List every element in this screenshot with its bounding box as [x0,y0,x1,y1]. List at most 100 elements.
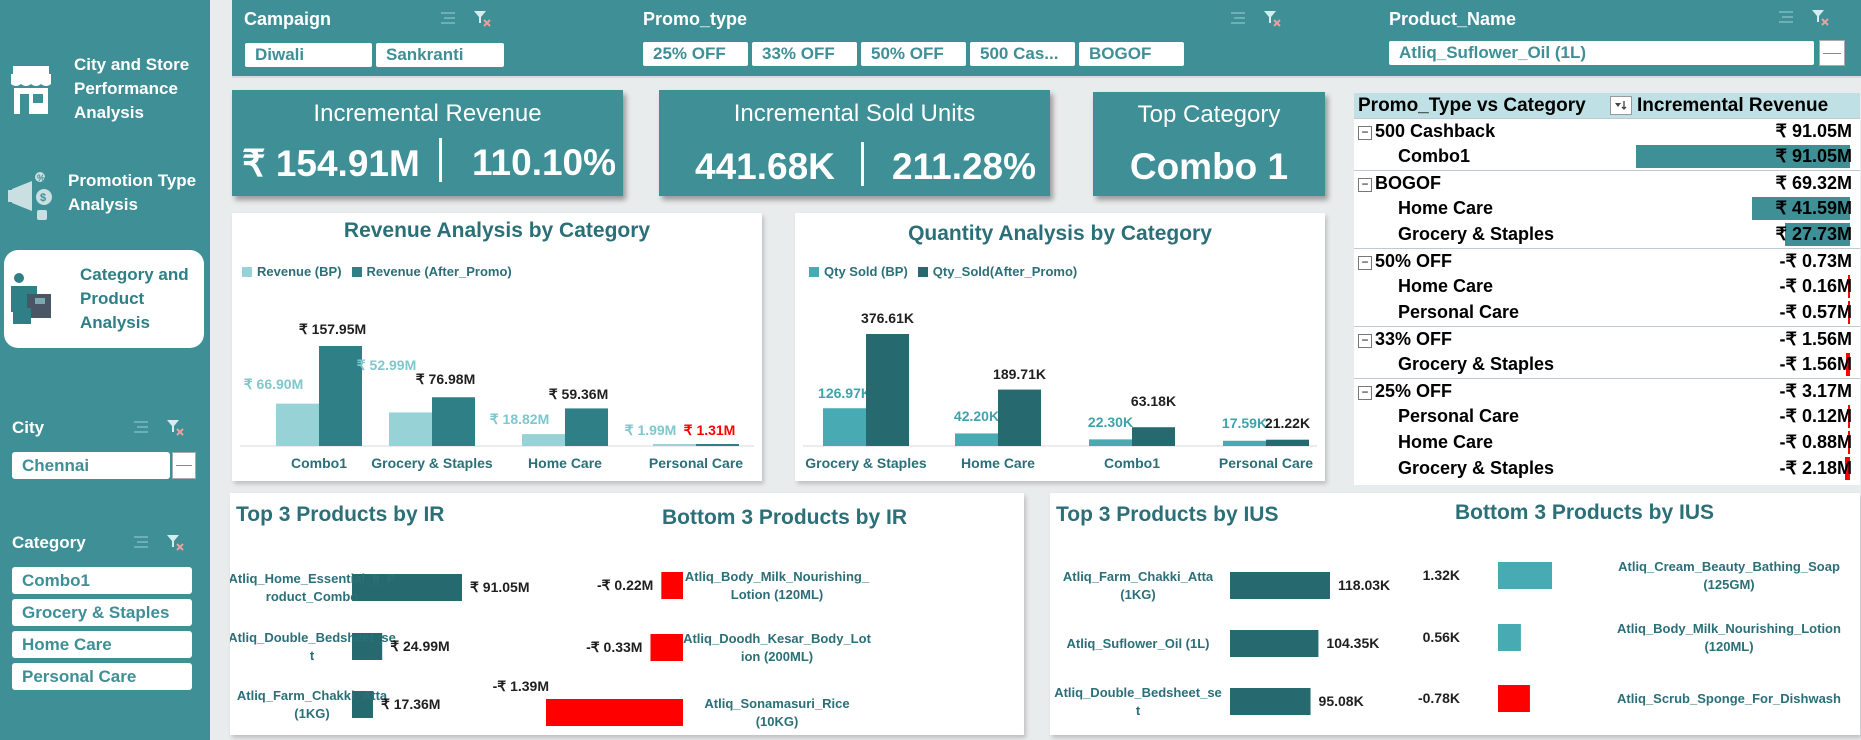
clear-filter-icon[interactable] [166,533,184,551]
nav-category-product[interactable]: Category and Product Analysis [4,250,204,348]
multi-select-icon[interactable] [132,418,150,436]
pivot-row-value: -₹ 0.57M [1779,302,1852,322]
product-name-label: (1KG) [1120,587,1155,602]
pivot-row-label: Home Care [1398,432,1494,452]
campaign-sankranti-button[interactable]: Sankranti [376,43,504,67]
city-slicer-title: City [12,418,45,437]
product-name-label: Atliq_Home_Essential_8_P [230,571,396,586]
product-value-label: -₹ 0.22M [597,577,653,593]
nav-city-store[interactable]: City and Store Performance Analysis [4,50,204,128]
revenue-chart-panel: Revenue Analysis by Category Revenue (BP… [232,213,762,481]
city-chennai-button[interactable]: Chennai [12,452,170,479]
product-name-label: Atliq_Farm_Chakki_Atta [237,688,388,703]
collapse-icon[interactable]: − [1358,334,1372,348]
pivot-group-label: −500 Cashback [1358,121,1495,142]
filter-dropdown-icon[interactable] [1610,96,1632,115]
collapse-icon[interactable]: − [1358,256,1372,270]
product-name-label: roduct_Combo [266,589,359,604]
pivot-group-row[interactable]: −500 Cashback ₹ 91.05M [1354,118,1860,144]
pivot-group-row[interactable]: −50% OFF -₹ 0.73M [1354,248,1860,274]
legend-item: Qty Sold (BP) [809,264,908,279]
promo-25-off-button[interactable]: 25% OFF [643,42,748,66]
pivot-databar [1848,275,1850,298]
pivot-databar [1752,197,1850,220]
promo-33-off-button[interactable]: 33% OFF [752,42,857,66]
promo-500-cashback-button[interactable]: 500 Cas... [970,42,1075,66]
pivot-databar [1844,457,1850,480]
kpi-value: 441.68K [695,146,835,187]
promo-bogof-button[interactable]: BOGOF [1079,42,1184,66]
pivot-row-label: Grocery & Staples [1398,224,1555,244]
pivot-group-row[interactable]: −33% OFF -₹ 1.56M [1354,326,1860,352]
campaign-diwali-button[interactable]: Diwali [245,43,372,67]
product-selected-button[interactable]: Atliq_Suflower_Oil (1L) [1389,41,1814,65]
data-label: 63.18K [1131,393,1176,409]
kpi-separator [861,142,864,186]
category-combo1-button[interactable]: Combo1 [12,567,192,594]
pivot-row-value: -₹ 0.88M [1779,432,1852,452]
pivot-row: Home Care ₹ 41.59M [1354,196,1860,222]
promo-50-off-button[interactable]: 50% OFF [861,42,966,66]
data-label: 17.59K [1222,415,1267,431]
product-value-label: ₹ 17.36M [381,696,441,712]
product-name-label: Atliq_Sonamasuri_Rice [704,696,849,711]
city-scrollbar[interactable] [172,452,196,479]
collapse-icon[interactable]: − [1358,126,1372,140]
top-slicer-bar: Campaign Diwali Sankranti Promo_type 25%… [232,0,1861,78]
category-grocery-button[interactable]: Grocery & Staples [12,599,192,626]
nav-promotion-type[interactable]: % $ Promotion Type Analysis [4,158,204,228]
kpi-value: ₹ 154.91M [242,143,420,184]
bar-after-promo [319,346,362,446]
category-homecare-button[interactable]: Home Care [12,631,192,658]
pivot-row-value: -₹ 1.56M [1779,354,1852,374]
product-value-label: -0.78K [1418,690,1460,706]
collapse-icon[interactable]: − [1358,178,1372,192]
clear-filter-icon[interactable] [1263,9,1281,27]
bar-before-promo [955,433,998,446]
product-name-label: Atliq_Body_Milk_Nourishing_Lotion [1617,621,1841,636]
bar-before-promo [823,408,866,446]
product-name-label: (120ML) [1704,639,1753,654]
nav-line: Analysis [68,195,138,214]
pivot-row-label: Personal Care [1398,406,1520,426]
collapse-icon[interactable]: − [1358,386,1372,400]
clear-filter-icon[interactable] [1811,8,1829,26]
kpi-percent: 110.10% [472,142,617,183]
multi-select-icon[interactable] [132,533,150,551]
clear-filter-icon[interactable] [473,9,491,27]
ius-products-panel: Top 3 Products by IUS Bottom 3 Products … [1050,493,1860,735]
nav-city-store-label: City and Store Performance Analysis [58,53,189,125]
data-label: ₹ 18.82M [490,411,550,427]
multi-select-icon[interactable] [1777,8,1795,26]
multi-select-icon[interactable] [439,9,457,27]
pivot-group-name: 500 Cashback [1375,121,1496,141]
multi-select-icon[interactable] [1229,9,1247,27]
product-name-label: Atliq_Doodh_Kesar_Body_Lot [683,631,871,646]
pivot-group-total: -₹ 0.73M [1779,251,1852,271]
pivot-group-total: ₹ 69.32M [1775,173,1853,193]
product-scrollbar[interactable] [1819,40,1845,66]
ius-bar-charts: Atliq_Farm_Chakki_Atta (1KG) 118.03K Atliq_… [1054,559,1841,718]
bar-before-promo [1223,440,1266,446]
pivot-group-row[interactable]: − BOGOF ₹ 69.32M [1354,170,1860,196]
category-personalcare-button[interactable]: Personal Care [12,663,192,690]
chart-title: Revenue Analysis by Category [343,219,651,242]
ir-products-panel: Top 3 Products by IR Bottom 3 Products b… [230,493,1024,735]
quantity-chart-panel: Quantity Analysis by Category Qty Sold (… [795,213,1325,481]
product-value-label: 0.56K [1423,629,1460,645]
legend-label: Revenue (After_Promo) [366,264,512,279]
bar-after-promo [1266,439,1309,446]
pivot-databar [1784,223,1850,246]
pivot-group-row[interactable]: −25% OFF -₹ 3.17M [1354,378,1860,404]
megaphone-icon: % $ [4,162,58,224]
product-name-label: (1KG) [294,706,329,721]
pivot-table: Promo_Type vs Category Incremental Reven… [1354,93,1860,485]
data-label: ₹ 157.95M [299,321,366,337]
clear-filter-icon[interactable] [166,418,184,436]
chart-title: Top 3 Products by IUS [1056,503,1279,526]
bar-before-promo [1089,439,1132,446]
pivot-row-value: -₹ 0.16M [1779,276,1852,296]
nav-category-product-label: Category and Product Analysis [58,263,189,335]
pivot-databar [1636,145,1850,168]
